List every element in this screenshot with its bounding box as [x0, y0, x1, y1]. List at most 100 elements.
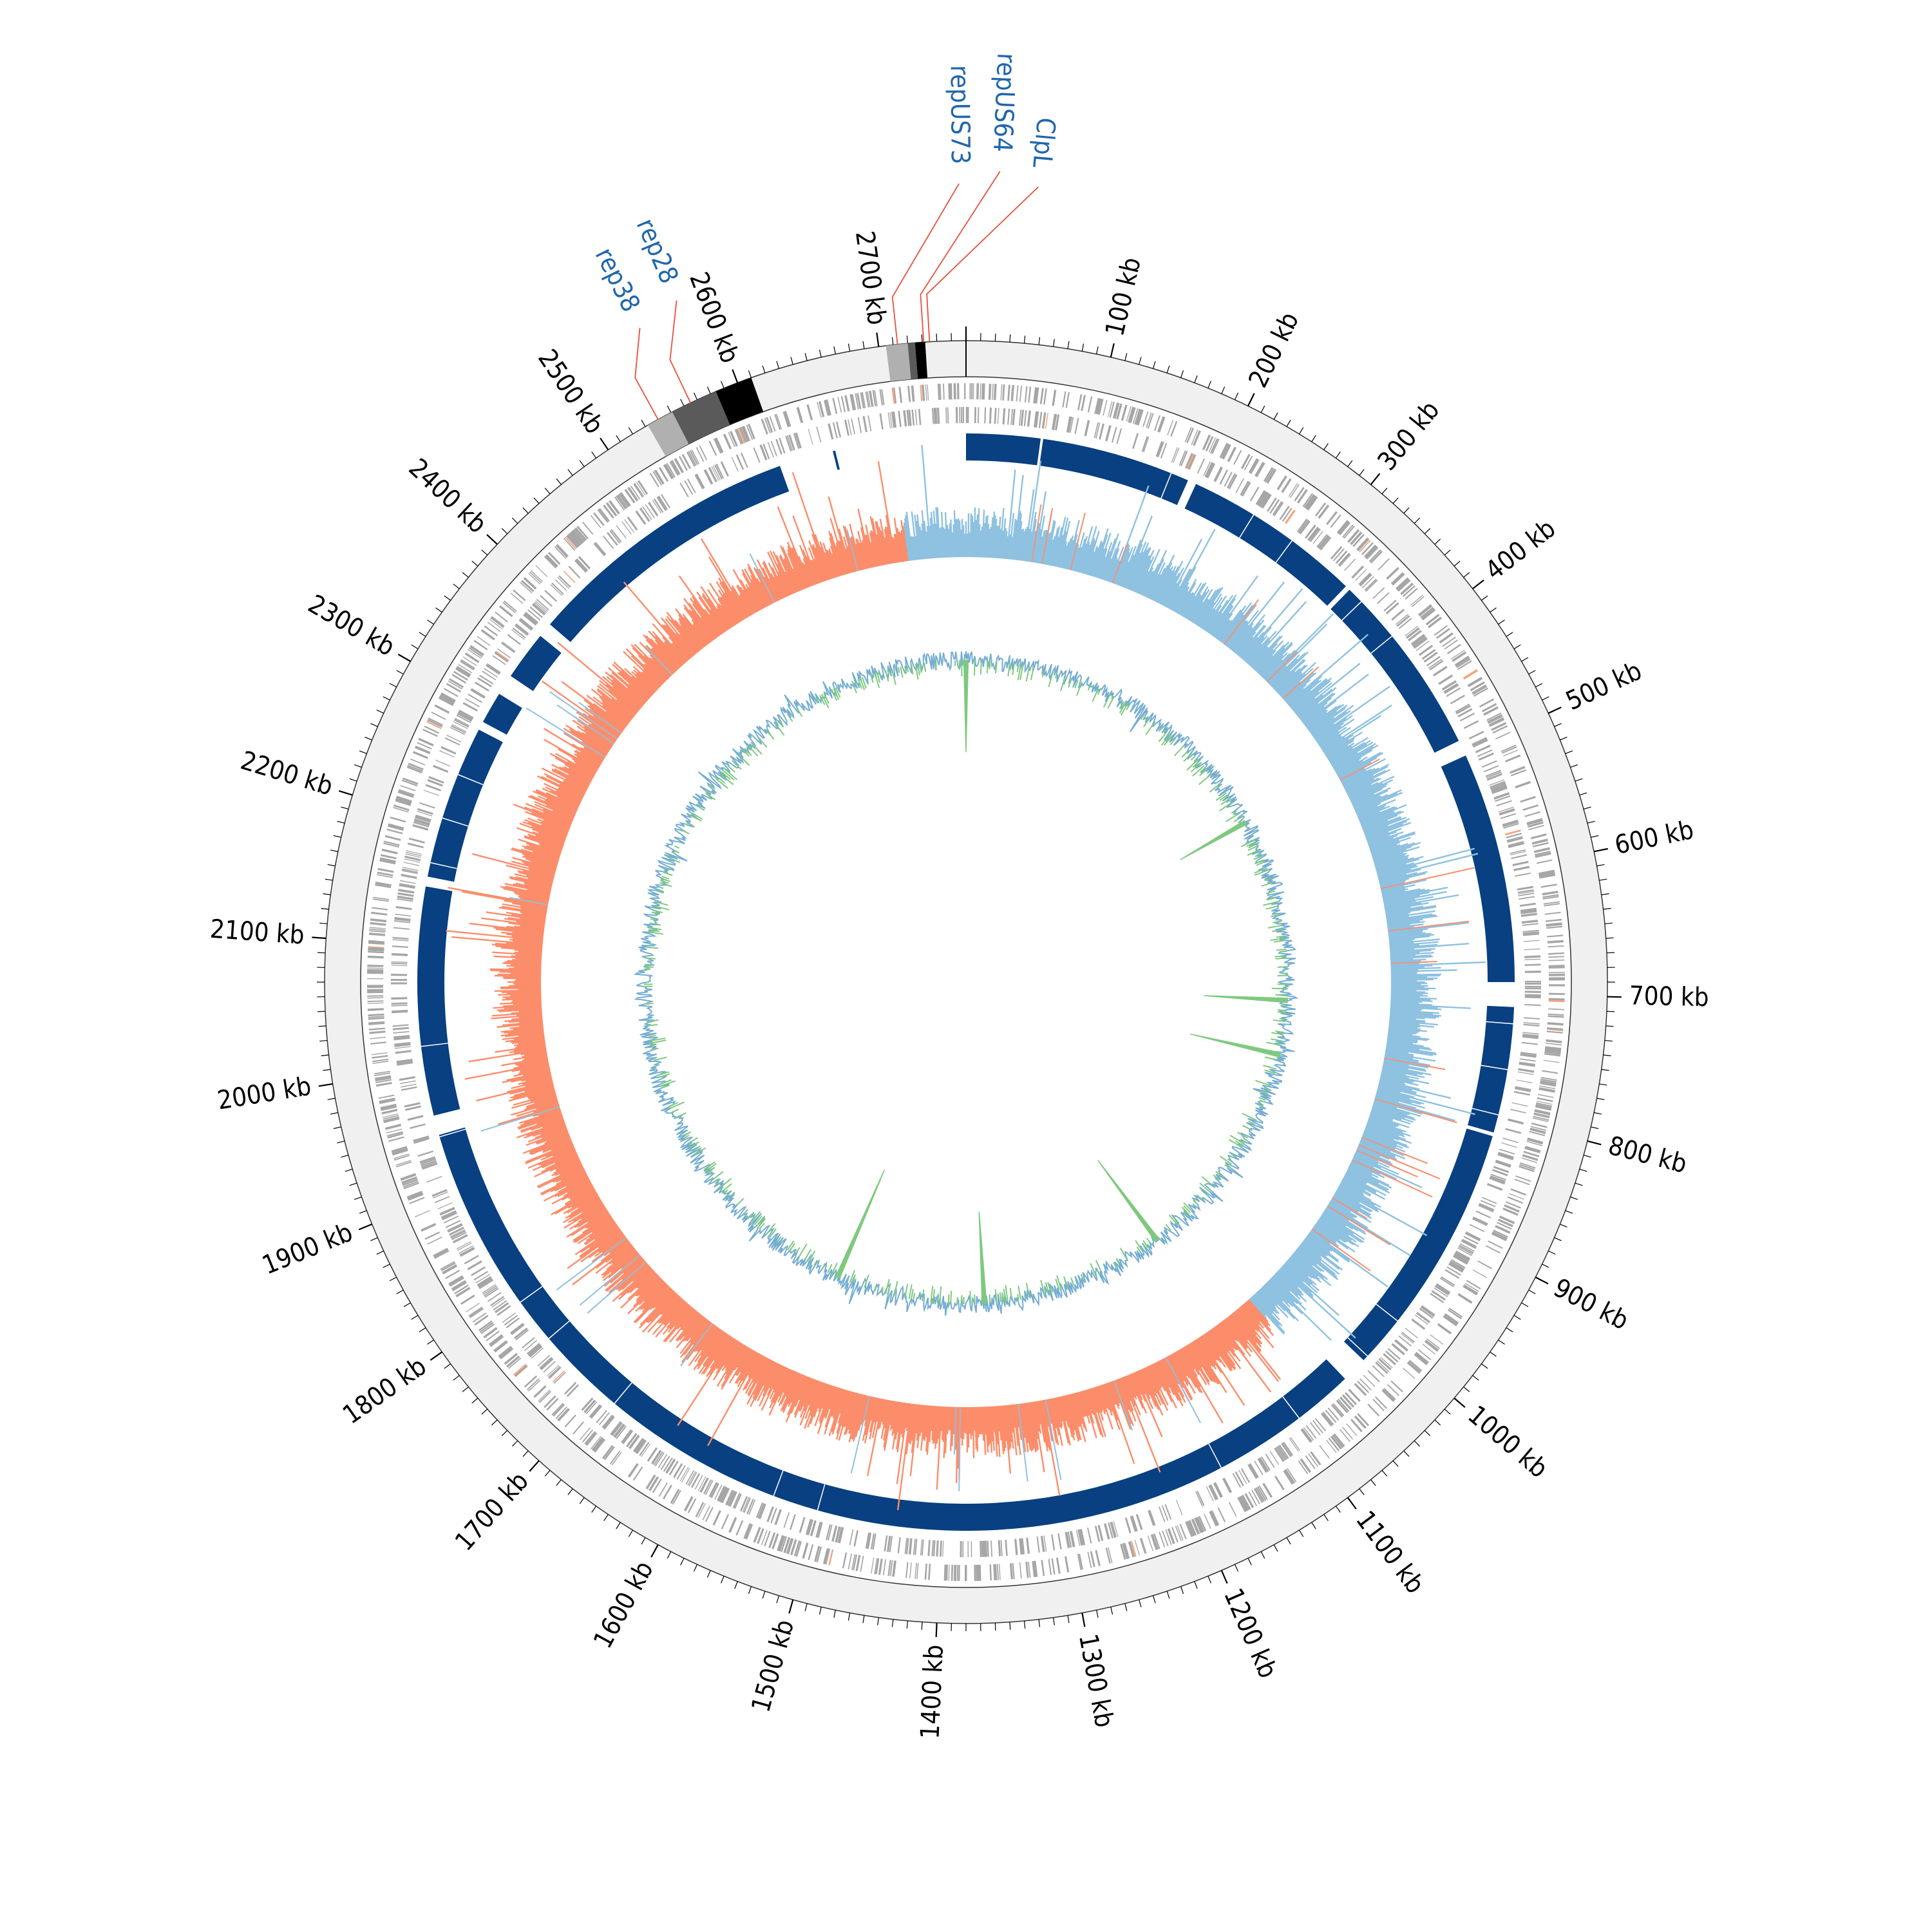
minor-tick [1570, 1196, 1578, 1200]
gc-peak [776, 1236, 782, 1244]
cds-feature [627, 1463, 639, 1478]
cds-feature [407, 1115, 424, 1121]
gc-skew-negative [514, 873, 553, 884]
cds-feature [1425, 1341, 1438, 1352]
gc-skew-negative [539, 844, 562, 853]
cds-feature [1396, 615, 1410, 627]
cds-feature [921, 1539, 924, 1556]
gc-skew-positive [1338, 1185, 1376, 1206]
gc-skew-negative [520, 911, 547, 917]
gc-skew-negative [739, 593, 753, 616]
cds-feature [1487, 714, 1502, 723]
gc-skew-negative [896, 1402, 904, 1433]
gc-skew-negative [1031, 1401, 1039, 1439]
minor-tick [1359, 469, 1365, 476]
cds-feature [736, 428, 744, 444]
cds-feature [878, 1558, 883, 1575]
cds-feature [681, 453, 692, 469]
cds-feature [383, 1115, 399, 1120]
cds-feature [1457, 660, 1472, 670]
gc-skew-negative [848, 1393, 860, 1434]
gc-skew-negative [677, 614, 705, 648]
gc-skew-negative [638, 1280, 664, 1305]
gc-skew-ring [446, 444, 1486, 1511]
gc-skew-positive [1335, 1191, 1372, 1213]
gc-skew-positive [1366, 1123, 1399, 1137]
cds-feature [1024, 386, 1028, 402]
gc-skew-negative [511, 847, 559, 863]
gc-skew-positive [1343, 1175, 1377, 1194]
gc-skew-negative [540, 1124, 567, 1135]
cds-feature [669, 460, 679, 476]
gc-skew-positive [1082, 526, 1097, 574]
gc-skew-positive [990, 511, 996, 558]
gc-skew-negative [601, 1249, 637, 1279]
cds-feature [391, 982, 408, 985]
cds-feature [1343, 526, 1355, 539]
cds-feature [602, 1444, 614, 1459]
gc-peak [1266, 1041, 1282, 1046]
gc-peak [1198, 773, 1212, 786]
major-tick [1370, 473, 1381, 486]
gc-skew-negative [830, 533, 844, 576]
gc-skew-positive [1236, 631, 1256, 656]
gc-skew-positive [1390, 987, 1436, 990]
cds-feature [1457, 1247, 1472, 1256]
gc-skew-negative [768, 562, 786, 598]
gc-skew-positive [1273, 659, 1306, 690]
major-tick [1454, 1397, 1466, 1408]
cds-feature [1289, 484, 1300, 498]
gc-peak [668, 1102, 678, 1107]
gc-skew-positive [1374, 1097, 1456, 1122]
gc-skew-positive [1387, 923, 1410, 929]
gc-skew-positive [1386, 1046, 1437, 1056]
gc-skew-negative [557, 641, 640, 711]
gc-skew-negative [501, 1056, 548, 1066]
gc-skew-negative [543, 728, 602, 764]
gc-peak [1254, 869, 1269, 876]
gc-peak [1242, 1112, 1257, 1121]
gc-skew-negative [691, 596, 721, 636]
gc-skew-positive [1274, 1273, 1299, 1296]
gc-skew-negative [571, 1192, 598, 1208]
gc-peak [650, 1047, 659, 1051]
gc-skew-positive [1294, 1250, 1313, 1267]
ideogram-region [672, 391, 730, 444]
cds-feature [705, 1506, 714, 1522]
gc-skew-positive [1389, 944, 1419, 949]
cds-feature [1406, 1362, 1420, 1374]
cds-feature [1352, 533, 1365, 547]
cds-feature [922, 384, 925, 401]
cds-feature [557, 576, 570, 589]
gc-skew-negative [862, 539, 871, 569]
gc-skew-negative [814, 534, 831, 580]
cds-feature [513, 589, 526, 601]
gc-peak [674, 1112, 687, 1119]
gc-skew-negative [1224, 1318, 1248, 1349]
major-tick [312, 936, 327, 940]
minor-tick [706, 1570, 711, 1578]
gc-skew-positive [1385, 906, 1411, 913]
gc-skew-positive [1371, 1108, 1414, 1123]
gc-skew-spike [1390, 961, 1437, 965]
cds-feature [386, 1128, 402, 1133]
cds-feature [1039, 388, 1044, 404]
scale-tick-label: 2300 kb [303, 589, 399, 662]
minor-tick [453, 1375, 460, 1381]
cds-feature [1405, 625, 1418, 637]
gc-skew-positive [987, 529, 990, 558]
gc-skew-positive [1237, 636, 1254, 656]
gc-peak [874, 673, 880, 688]
gc-skew-negative [786, 542, 808, 589]
cds-feature [1548, 966, 1565, 969]
gc-skew-negative [518, 1039, 545, 1045]
cds-feature [997, 408, 999, 424]
gc-skew-negative [916, 1405, 923, 1448]
gc-skew-spike [480, 1106, 560, 1132]
minor-tick [833, 1610, 836, 1618]
gc-skew-negative [617, 672, 649, 701]
gc-skew-negative [507, 917, 545, 924]
gc-skew-negative [641, 1285, 669, 1312]
cds-feature [443, 1215, 459, 1224]
gc-peak [1219, 794, 1229, 801]
